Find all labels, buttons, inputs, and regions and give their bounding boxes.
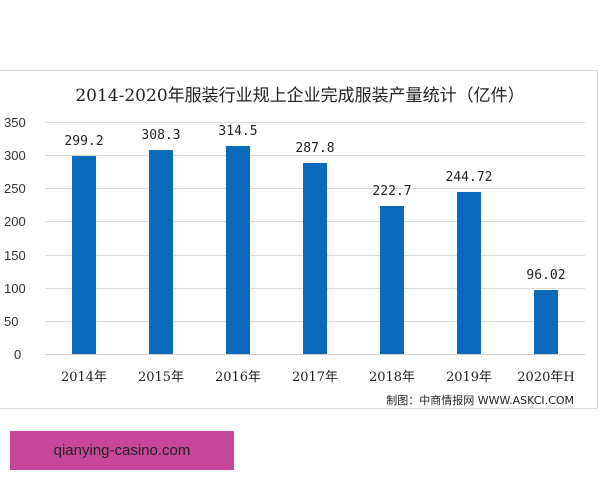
bar-2017 — [303, 163, 327, 354]
y-tick-350: 350 — [4, 115, 26, 130]
y-tick-250: 250 — [4, 181, 26, 196]
bar-2015 — [149, 149, 173, 354]
x-label-2020h: 2020年H — [517, 370, 575, 385]
value-label-2019: 244.72 — [445, 169, 493, 185]
value-label-2017: 287.8 — [295, 141, 335, 157]
y-tick-150: 150 — [4, 248, 26, 263]
source-note: 制图：中商情报网 WWW.ASKCI.COM — [386, 394, 574, 407]
y-tick-200: 200 — [4, 214, 26, 229]
banner-text: qianying-casino.com — [53, 442, 191, 459]
bar-2016 — [226, 145, 250, 354]
gridline — [45, 155, 585, 156]
x-label-2016: 2016年 — [214, 370, 262, 385]
gridline — [45, 122, 585, 123]
x-axis-line — [45, 354, 585, 355]
bar-2014 — [72, 155, 96, 354]
x-label-2014: 2014年 — [60, 370, 108, 385]
bar-2018 — [380, 206, 404, 354]
value-label-2020h: 96.02 — [526, 268, 566, 284]
x-label-2018: 2018年 — [368, 370, 416, 385]
value-label-2018: 222.7 — [372, 184, 412, 200]
y-tick-50: 50 — [4, 314, 19, 329]
chart-frame — [0, 70, 598, 409]
site-banner[interactable]: qianying-casino.com — [10, 431, 234, 470]
x-label-2017: 2017年 — [291, 370, 339, 385]
x-label-2019: 2019年 — [445, 370, 493, 385]
value-label-2016: 314.5 — [218, 123, 258, 139]
value-label-2014: 299.2 — [64, 133, 104, 149]
bar-2020h — [534, 290, 558, 354]
value-label-2015: 308.3 — [141, 127, 181, 143]
bar-2019 — [457, 191, 481, 354]
chart-title: 2014-2020年服装行业规上企业完成服装产量统计（亿件） — [75, 86, 525, 106]
y-tick-100: 100 — [4, 281, 26, 296]
x-label-2015: 2015年 — [137, 370, 185, 385]
plot-area: 299.2 308.3 314.5 287.8 222.7 244.72 96.… — [45, 122, 585, 355]
y-tick-300: 300 — [4, 148, 26, 163]
y-tick-0: 0 — [14, 347, 22, 362]
